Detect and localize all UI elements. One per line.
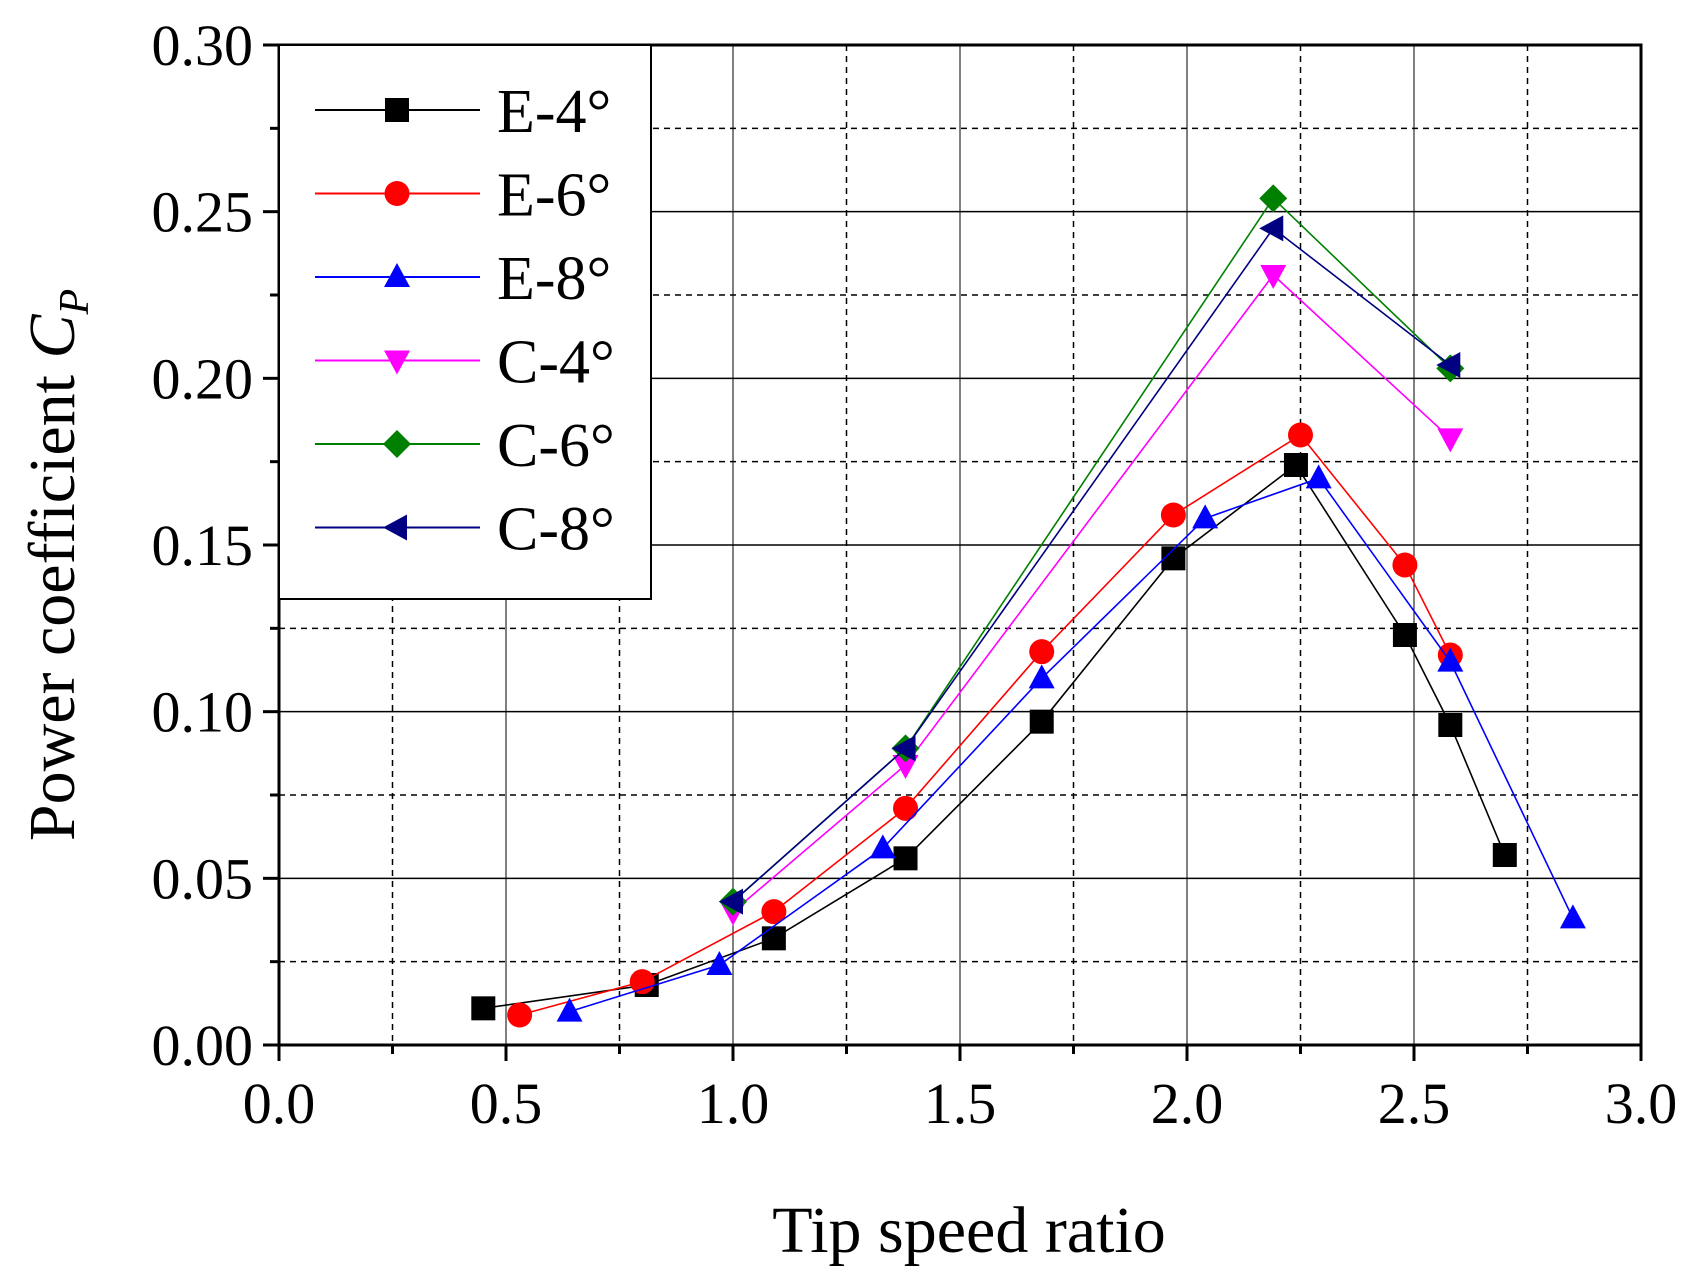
series-e-8 xyxy=(556,464,1586,1022)
series-line-c-4 xyxy=(732,273,1451,913)
series-line-e-4 xyxy=(483,463,1506,1010)
x-tick-label: 2.5 xyxy=(1378,1071,1451,1136)
data-point-e-4 xyxy=(1492,843,1517,867)
legend-marker-e-8 xyxy=(384,263,410,287)
data-point-c-4 xyxy=(1437,428,1464,453)
y-axis-title: Power coefficient CP xyxy=(16,289,98,841)
y-axis-title-symbol: C xyxy=(16,314,89,359)
series-line-c-8 xyxy=(732,227,1451,903)
legend-label-e-8: E-8° xyxy=(497,245,611,313)
data-point-e-4 xyxy=(1438,713,1463,737)
series-c-8 xyxy=(719,215,1461,915)
data-point-c-8 xyxy=(891,735,916,762)
legend: E-4° E-6° E-8° C-4° C-6° C-8° xyxy=(278,44,652,600)
y-tick-label: 0.25 xyxy=(152,180,254,245)
data-point-e-8 xyxy=(1305,464,1332,489)
x-axis-title: Tip speed ratio xyxy=(772,1194,1166,1267)
data-point-e-4 xyxy=(761,926,786,951)
data-point-e-4 xyxy=(471,996,496,1021)
legend-label-c-8: C-8° xyxy=(497,496,615,564)
data-point-e-8 xyxy=(706,951,733,975)
y-tick-label: 0.10 xyxy=(152,680,254,745)
data-point-e-8 xyxy=(556,997,583,1022)
data-point-e-8 xyxy=(869,834,896,859)
data-point-e-8 xyxy=(1437,647,1464,672)
legend-label-e-4: E-4° xyxy=(497,78,611,146)
data-point-e-4 xyxy=(893,846,918,871)
data-point-e-4 xyxy=(1283,453,1308,477)
axes: 0.0 0.5 1.0 1.5 2.0 2.5 3.0 0.00 0.05 0.10 0.15 0.2… xyxy=(152,13,1678,1136)
legend-label-e-6: E-6° xyxy=(497,162,611,230)
data-point-e-8 xyxy=(1559,904,1586,929)
data-point-e-4 xyxy=(1029,709,1054,734)
series-line-e-8 xyxy=(569,477,1574,1013)
data-point-c-8 xyxy=(1436,352,1461,378)
series xyxy=(471,184,1586,1028)
data-point-e-6 xyxy=(1160,502,1186,528)
legend-marker-e-4 xyxy=(385,98,409,122)
legend-label-c-4: C-4° xyxy=(497,329,615,397)
data-point-c-4 xyxy=(892,755,919,779)
grid xyxy=(279,45,1641,1045)
data-point-e-6 xyxy=(761,899,787,925)
y-axis-title-text: Power coefficient xyxy=(16,359,89,842)
data-point-c-8 xyxy=(719,888,743,915)
x-tick-label: 2.0 xyxy=(1151,1071,1224,1136)
y-tick-label: 0.20 xyxy=(152,346,254,411)
legend-marker-c-6 xyxy=(383,430,411,458)
x-tick-label: 1.5 xyxy=(924,1071,997,1136)
data-point-e-6 xyxy=(1029,639,1055,665)
legend-label-c-6: C-6° xyxy=(497,412,615,480)
y-axis-title-subscript: P xyxy=(52,289,98,316)
legend-marker-e-6 xyxy=(384,181,410,206)
x-tick-label: 0.0 xyxy=(243,1071,316,1136)
x-tick-label: 0.5 xyxy=(470,1071,543,1136)
data-point-e-6 xyxy=(629,969,655,995)
legend-marker-c-8 xyxy=(383,514,407,541)
data-point-c-4 xyxy=(1260,265,1287,289)
data-point-c-6 xyxy=(1259,184,1288,213)
data-point-e-8 xyxy=(1028,664,1055,689)
y-tick-label: 0.15 xyxy=(152,513,254,578)
y-tick-label: 0.30 xyxy=(152,13,254,78)
data-point-e-4 xyxy=(1392,623,1417,647)
data-point-c-8 xyxy=(1259,215,1284,242)
x-tick-label: 3.0 xyxy=(1605,1071,1678,1136)
data-point-e-8 xyxy=(1192,504,1219,529)
y-tick-label: 0.00 xyxy=(152,1013,254,1078)
data-point-e-6 xyxy=(1392,552,1418,578)
data-point-e-6 xyxy=(1288,422,1313,448)
x-tick-label: 1.0 xyxy=(697,1071,770,1136)
data-point-e-6 xyxy=(507,1002,533,1028)
y-tick-label: 0.05 xyxy=(152,846,254,911)
data-point-e-6 xyxy=(893,795,919,821)
legend-marker-c-4 xyxy=(384,350,410,375)
legend-box xyxy=(278,44,652,600)
